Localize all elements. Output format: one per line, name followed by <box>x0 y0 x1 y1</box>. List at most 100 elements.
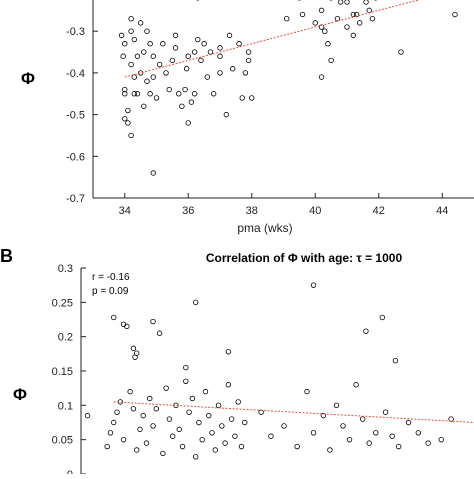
panel-b-data-point <box>111 315 116 320</box>
panel-a-data-point <box>151 171 156 176</box>
panel-b-data-point <box>111 420 116 425</box>
panel-b-data-point <box>416 431 421 436</box>
panel-b-data-point <box>236 400 241 405</box>
panel-b-data-point <box>213 448 218 453</box>
panel-b-data-point <box>200 437 205 442</box>
panel-a-data-point <box>319 75 324 80</box>
panel-a-data-point <box>145 79 150 84</box>
panel-b-data-point <box>144 441 149 446</box>
panel-b-data-point <box>206 413 211 418</box>
panel-a-data-point <box>186 121 191 126</box>
panel-b-data-point <box>282 424 287 429</box>
panel-a-data-point <box>180 104 185 109</box>
panel-a-data-point <box>338 0 343 4</box>
panel-b-data-point <box>334 403 339 408</box>
panel-b-y-tick-label: 0.3 <box>58 263 73 275</box>
panel-a-data-point <box>208 50 213 55</box>
panel-b-data-point <box>223 441 228 446</box>
panel-a-data-point <box>129 29 134 34</box>
panel-a-data-point <box>230 66 235 71</box>
panel-b-data-point <box>383 410 388 415</box>
panel-b-data-point <box>220 424 225 429</box>
panel-a-data-point <box>126 108 131 113</box>
panel-b-title: Correlation of Φ with age: τ = 1000 <box>206 251 403 265</box>
panel-b-data-point <box>305 389 310 394</box>
panel-a-data-point <box>249 96 254 101</box>
panel-b-data-point <box>396 444 401 449</box>
panel-a-y-axis-label: Φ <box>21 69 35 88</box>
panel-a-data-point <box>119 33 124 38</box>
panel-a-x-tick-label: 42 <box>373 205 385 217</box>
panel-a-data-point <box>329 58 334 63</box>
panel-b-data-point <box>115 410 120 415</box>
panel-a-data-point <box>192 91 197 96</box>
panel-b-data-point <box>364 329 369 334</box>
panel-a-trend-line <box>125 0 443 77</box>
panel-b-y-tick-label: 0.2 <box>58 332 73 344</box>
panel-b-stat-r: r = -0.16 <box>92 272 130 283</box>
panel-b-data-point <box>190 396 195 401</box>
panel-a-data-point <box>173 46 178 51</box>
panel-a-data-point <box>192 50 197 55</box>
panel-a-data-point <box>195 37 200 42</box>
panel-a-data-point <box>246 58 251 63</box>
panel-b-data-point <box>226 349 231 354</box>
panel-b-data-point <box>108 431 113 436</box>
panel-b-data-point <box>269 434 274 439</box>
panel-b-y-axis-label: Φ <box>13 385 27 404</box>
panel-b-data-point <box>197 420 202 425</box>
panel-a-y-tick-label: -0.7 <box>66 193 85 205</box>
panel-a-data-point <box>199 58 204 63</box>
panel-a-data-point <box>313 21 318 26</box>
panel-a-x-axis-label: pma (wks) <box>237 221 292 235</box>
panel-a-data-point <box>122 116 127 121</box>
panel-b-data-point <box>203 389 208 394</box>
panel-a-data-point <box>345 25 350 30</box>
panel-a-data-point <box>173 33 178 38</box>
panel-b-y-tick-label: 0.15 <box>52 366 73 378</box>
panel-a-data-point <box>184 66 189 71</box>
panel-a-x-tick-label: 34 <box>119 205 131 217</box>
panel-a-data-point <box>132 37 137 42</box>
panel-a-data-point <box>138 21 143 26</box>
panel-a-data-point <box>218 54 223 59</box>
panel-a-data-point <box>189 100 194 105</box>
panel-a-x-tick-label: 36 <box>182 205 194 217</box>
panel-b-data-point <box>138 427 143 432</box>
panel-a-data-point <box>154 96 159 101</box>
panel-b-data-point <box>239 444 244 449</box>
panel-b-data-point <box>147 396 152 401</box>
panel-b-data-point <box>233 434 238 439</box>
panel-b-data-point <box>85 413 90 418</box>
panel-a-data-point <box>284 16 289 21</box>
panel-a-data-point <box>205 75 210 80</box>
panel-b-data-point <box>170 434 175 439</box>
panel-b-data-point <box>226 382 231 387</box>
panel-a-x-tick-label: 40 <box>309 205 321 217</box>
panel-a-data-point <box>246 50 251 55</box>
panel-a-data-point <box>202 41 207 46</box>
panel-b-data-point <box>164 386 169 391</box>
panel-a-y-tick-label: -0.5 <box>66 110 85 122</box>
panel-a-data-point <box>142 104 147 109</box>
panel-a-x-tick-label: 38 <box>246 205 258 217</box>
panel-b-data-point <box>347 437 352 442</box>
panel-b-y-tick-label: 0.1 <box>58 400 73 412</box>
panel-a-data-point <box>364 0 369 4</box>
panel-a-data-point <box>326 41 331 46</box>
panel-a-data-point <box>370 16 375 21</box>
panel-b-data-point <box>341 424 346 429</box>
panel-b-data-point <box>154 406 159 411</box>
panel-b-data-point <box>360 417 365 422</box>
panel-a-data-point <box>142 50 147 55</box>
panel-b-data-point <box>426 441 431 446</box>
panel-a-data-point <box>218 71 223 76</box>
panel-a-data-point <box>129 133 134 138</box>
panel-b-data-point <box>151 424 156 429</box>
panel-b-y-tick-label: 0 <box>67 469 73 474</box>
panel-b-data-point <box>354 382 359 387</box>
panel-b-data-point <box>439 437 444 442</box>
panel-a-y-tick-label: -0.4 <box>66 68 85 80</box>
